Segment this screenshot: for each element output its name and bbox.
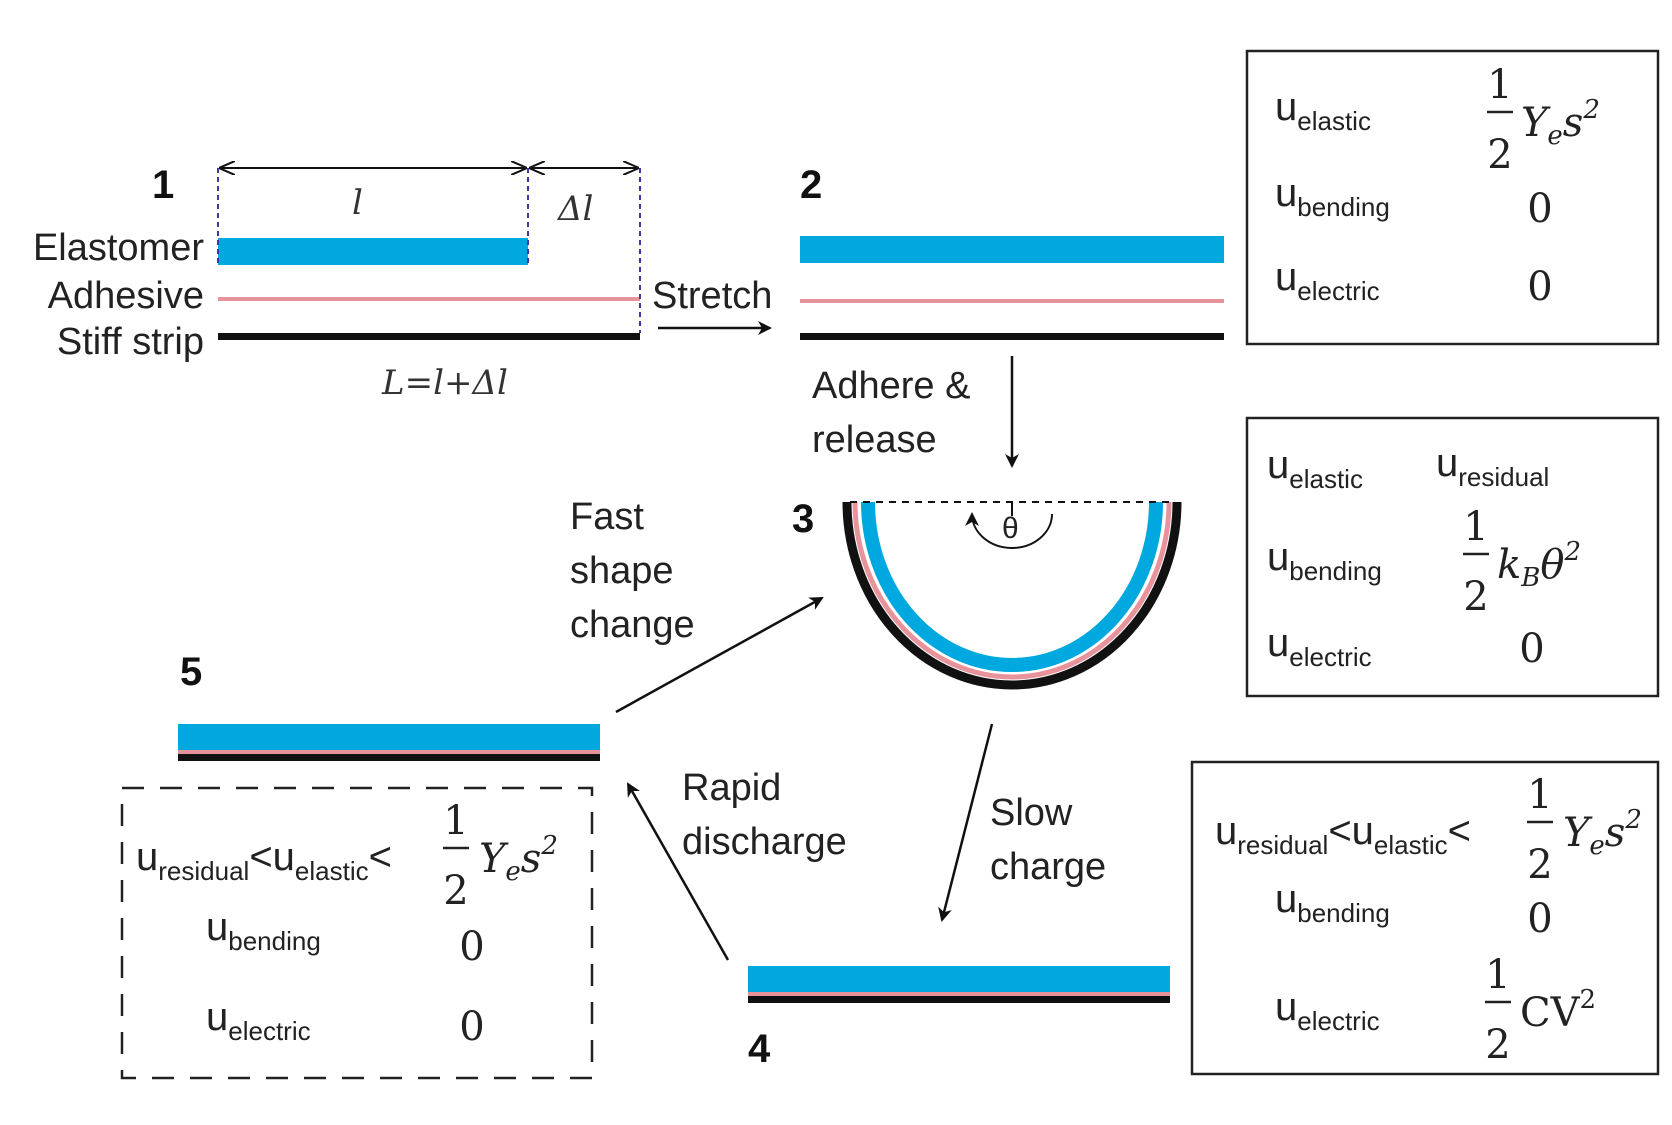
adhere-label-line2: release [812,419,937,461]
box5-u-residual-inequality: uresidual<uelastic< [136,835,392,886]
adhesive-strip-2 [800,299,1224,303]
stiff-strip-4 [748,996,1170,1003]
box-4-frame [1190,760,1660,1076]
box5-u-bending: ubending [206,905,321,956]
box3-bending-expr: kBθ2 [1497,537,1581,593]
step-5-number: 5 [180,650,202,694]
box4-elastic-expr: Yes2 [1563,805,1642,861]
adhesive-strip-4 [748,992,1170,996]
elastomer-strip-1 [218,238,528,265]
fast-shape-change-transition: Fast shape change [570,496,824,714]
step-2-number: 2 [800,163,822,207]
box3-electric-value: 0 [1519,626,1544,672]
box3-u-electric: uelectric [1267,621,1372,672]
dim-label-dl: Δl [556,189,593,229]
energy-box-state-3: uelastic ubending uelectric uresidual 1 … [1245,416,1660,698]
step-1-number: 1 [152,163,174,207]
box3-frac-den: 2 [1463,574,1488,620]
box3-frac-num: 1 [1463,504,1488,550]
box-2-frame [1245,49,1660,346]
box3-elastic-value: uresidual [1436,441,1549,492]
box5-frac-num: 1 [443,798,468,844]
stiff-strip-2 [800,333,1224,340]
adhere-transition: Adhere & release [812,356,1019,468]
dim-label-l: l [352,183,363,223]
box2-u-bending: ubending [1275,171,1390,222]
box5-frac-den: 2 [443,868,468,914]
box4-electric-expr: CV2 [1520,985,1596,1036]
stretch-label: Stretch [652,275,772,317]
box2-electric-value: 0 [1527,264,1552,310]
rapid-label-line1: Rapid [682,767,781,809]
adhesive-strip-5 [178,750,600,754]
box5-u-electric: uelectric [206,995,311,1046]
state-2: 2 [800,163,1224,340]
box-5-frame-dashed [120,786,594,1080]
box4-u-bending: ubending [1275,877,1390,928]
box-3-frame [1245,416,1660,698]
energy-box-state-2: uelastic ubending uelectric 1 2 Yes2 0 0 [1245,49,1660,346]
slow-label-line1: Slow [990,792,1073,834]
adhesive-strip-1 [218,297,640,301]
slow-label-line2: charge [990,846,1106,888]
theta-label: θ [1002,512,1019,545]
box3-u-bending: ubending [1267,535,1382,586]
step-3-number: 3 [792,497,814,541]
stretch-transition: Stretch [652,275,772,335]
elastomer-label: Elastomer [33,227,204,269]
box4-frac1-den: 2 [1527,842,1552,888]
box5-electric-value: 0 [459,1004,484,1050]
curled-adhesive [852,501,1172,680]
box2-u-electric: uelectric [1275,255,1380,306]
fast-arrow [615,596,824,714]
box2-elastic-expr: Yes2 [1521,95,1600,151]
rapid-arrow [626,782,730,961]
stiff-strip-5 [178,754,600,761]
box5-bending-value: 0 [459,924,484,970]
box2-u-elastic: uelastic [1275,85,1371,136]
elastomer-strip-5 [178,724,600,750]
state-4: 4 [748,966,1170,1071]
step-4-number: 4 [748,1027,771,1071]
state-1: 1 Elastomer Adhesive Stiff strip l Δl L=… [33,163,641,403]
state-5: 5 [178,650,600,761]
box4-u-electric: uelectric [1275,985,1380,1036]
box2-frac-num: 1 [1487,62,1512,108]
box4-frac2-num: 1 [1485,952,1510,998]
fast-label-line1: Fast [570,496,644,538]
curled-elastomer [861,501,1163,672]
elastomer-strip-2 [800,236,1224,263]
adhere-label-line1: Adhere & [812,365,970,407]
fast-label-line3: change [570,604,695,646]
rapid-label-line2: discharge [682,821,847,863]
energy-box-state-5: uresidual<uelastic< 1 2 Yes2 ubending 0 … [120,786,594,1080]
adhesive-label: Adhesive [48,275,204,317]
box3-u-elastic: uelastic [1267,443,1363,494]
state-3: 3 θ [792,497,1182,690]
stiff-strip-label: Stiff strip [57,321,204,363]
box2-bending-value: 0 [1527,186,1552,232]
box2-frac-den: 2 [1487,132,1512,178]
dim-label-L: L=l+Δl [381,363,508,403]
fast-label-line2: shape [570,550,674,592]
elastomer-strip-4 [748,966,1170,992]
theta-arc-arrow [965,512,1053,549]
energy-box-state-4: uresidual<uelastic< 1 2 Yes2 ubending 0 … [1190,760,1660,1076]
slow-arrow [938,723,994,922]
slow-charge-transition: Slow charge [938,723,1106,922]
box4-frac2-den: 2 [1485,1022,1510,1068]
box4-u-residual-inequality: uresidual<uelastic< [1215,809,1471,860]
stiff-strip-1 [218,333,640,340]
box4-bending-value: 0 [1527,896,1552,942]
curled-stiff-strip [842,501,1182,690]
box4-frac1-num: 1 [1527,772,1552,818]
rapid-discharge-transition: Rapid discharge [626,767,847,961]
box5-elastic-expr: Yes2 [479,831,558,887]
